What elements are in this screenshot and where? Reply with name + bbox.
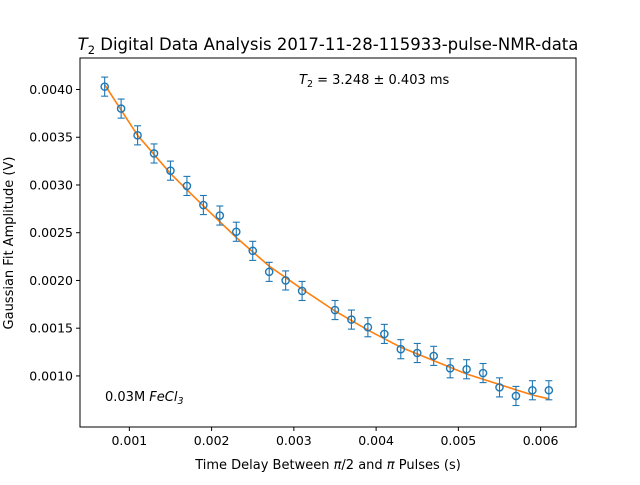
- data-marker: [264, 267, 274, 277]
- y-tick-label: 0.0010: [29, 368, 73, 383]
- chart-title: T2 Digital Data Analysis 2017-11-28-1159…: [78, 35, 579, 57]
- data-point: [100, 76, 109, 97]
- data-marker: [330, 305, 340, 315]
- data-point: [231, 221, 241, 242]
- data-point: [363, 317, 373, 338]
- sample-label: 0.03M FeCl3: [105, 390, 184, 407]
- y-axis-label: Gaussian Fit Amplitude (V): [2, 157, 17, 330]
- data-marker: [133, 131, 142, 140]
- data-marker: [100, 82, 109, 91]
- data-marker: [347, 315, 356, 324]
- data-point: [495, 377, 504, 398]
- y-tick-label: 0.0035: [29, 130, 73, 145]
- data-marker: [199, 200, 208, 210]
- data-marker: [412, 348, 422, 358]
- data-point: [528, 380, 537, 401]
- x-axis: 0.001 0.002 0.003 0.004 0.005 0.006: [111, 427, 559, 448]
- x-tick-label: 0.003: [276, 433, 312, 448]
- data-marker: [478, 368, 488, 378]
- data-marker: [297, 286, 307, 296]
- data-marker: [116, 104, 126, 113]
- data-points-layer: [100, 76, 554, 407]
- y-tick-label: 0.0015: [29, 321, 73, 336]
- data-marker: [544, 385, 554, 395]
- data-point: [462, 359, 471, 380]
- data-point: [116, 98, 126, 119]
- data-point: [297, 280, 307, 302]
- y-tick-label: 0.0020: [29, 273, 73, 288]
- data-point: [511, 385, 521, 407]
- data-marker: [215, 211, 225, 220]
- data-marker: [396, 344, 406, 354]
- x-tick-label: 0.006: [523, 433, 559, 448]
- data-point: [380, 323, 389, 345]
- data-point: [215, 205, 225, 226]
- plot-area-frame: [79, 57, 577, 428]
- data-point: [248, 240, 258, 261]
- data-point: [264, 261, 274, 282]
- data-point: [478, 362, 488, 384]
- y-tick-label: 0.0025: [29, 225, 73, 240]
- y-tick-label: 0.0040: [29, 82, 73, 97]
- data-marker: [445, 363, 455, 373]
- data-marker: [149, 149, 159, 158]
- data-marker: [462, 364, 471, 374]
- data-marker: [380, 329, 389, 339]
- x-tick-label: 0.004: [358, 433, 394, 448]
- data-marker: [528, 385, 537, 395]
- t2-annotation: T2 = 3.248 ± 0.403 ms: [299, 73, 450, 90]
- x-tick-label: 0.002: [194, 433, 230, 448]
- data-point: [133, 125, 142, 146]
- fit-layer: [104, 84, 550, 400]
- data-point: [347, 309, 356, 330]
- x-tick-label: 0.005: [440, 433, 476, 448]
- data-marker: [511, 391, 521, 401]
- y-tick-label: 0.0030: [29, 177, 73, 192]
- fit-curve-line: [104, 84, 550, 400]
- y-axis: 0.0010 0.0015 0.0020 0.0025 0.0030 0.0035 0.00…: [29, 82, 80, 383]
- x-axis-label: Time Delay Between π/2 and π Pulses (s): [194, 458, 461, 473]
- data-marker: [182, 181, 192, 191]
- data-point: [412, 342, 422, 364]
- data-marker: [363, 322, 373, 332]
- data-point: [281, 270, 290, 291]
- data-point: [166, 160, 175, 181]
- data-point: [149, 143, 159, 164]
- data-point: [544, 380, 554, 401]
- data-marker: [429, 351, 438, 361]
- data-marker: [495, 383, 504, 392]
- data-marker: [281, 276, 290, 285]
- data-point: [445, 358, 455, 379]
- data-point: [182, 175, 192, 197]
- data-marker: [166, 166, 175, 175]
- data-point: [429, 345, 438, 366]
- data-point: [330, 299, 340, 321]
- x-tick-label: 0.001: [111, 433, 147, 448]
- data-marker: [231, 227, 241, 237]
- data-point: [199, 194, 208, 216]
- data-point: [396, 339, 406, 360]
- data-marker: [248, 246, 258, 256]
